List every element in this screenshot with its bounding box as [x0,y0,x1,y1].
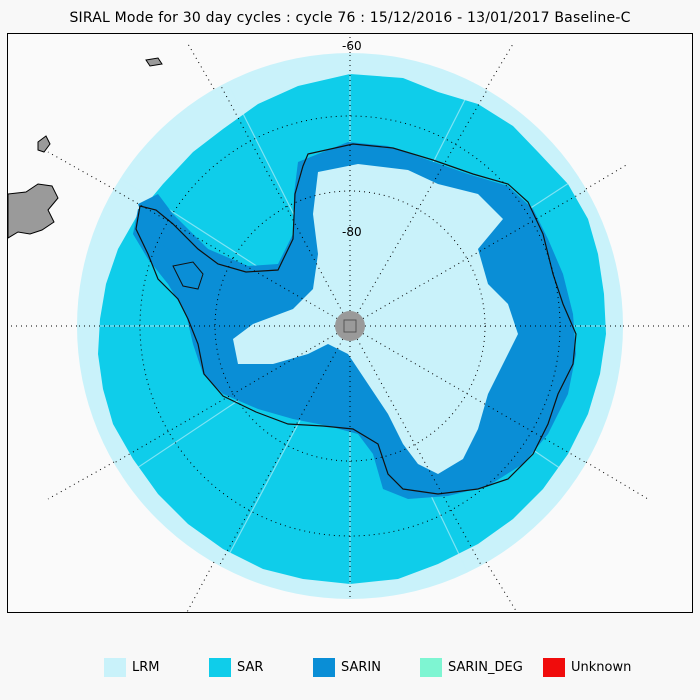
south-america-landmass [8,57,163,239]
legend-item-sar: SAR [209,658,263,677]
legend-item-unknown: Unknown [543,658,631,677]
legend-item-sarin-deg: SARIN_DEG [420,658,523,677]
legend-swatch-sar [209,658,231,677]
legend-swatch-unknown [543,658,565,677]
legend-swatch-lrm [104,658,126,677]
pole-marker [335,311,365,341]
legend-swatch-sarin [313,658,335,677]
graticule [77,53,623,599]
antarctica-coastline [135,143,577,495]
lat-label-80: -80 [342,225,362,239]
legend-label-lrm: LRM [132,660,160,675]
map-frame: -60 -80 [7,33,693,613]
legend-label-unknown: Unknown [571,660,632,675]
legend-item-lrm: LRM [104,658,160,677]
map-title: SIRAL Mode for 30 day cycles : cycle 76 … [69,10,631,26]
legend-swatch-sarin-deg [420,658,442,677]
outer-graticule [8,34,692,612]
legend-label-sarin-deg: SARIN_DEG [448,660,523,675]
interior-lrm-zone [233,164,518,474]
legend-label-sar: SAR [237,660,264,675]
legend-label-sarin: SARIN [341,660,381,675]
ice-shelf-outline [172,261,204,290]
legend: LRM SAR SARIN SARIN_DEG Unknown [0,658,700,682]
lat-label-60: -60 [342,39,362,53]
sarin-peninsula [138,194,218,274]
legend-item-sarin: SARIN [313,658,381,677]
antarctica-siral-mode-map: -60 -80 [8,34,692,612]
